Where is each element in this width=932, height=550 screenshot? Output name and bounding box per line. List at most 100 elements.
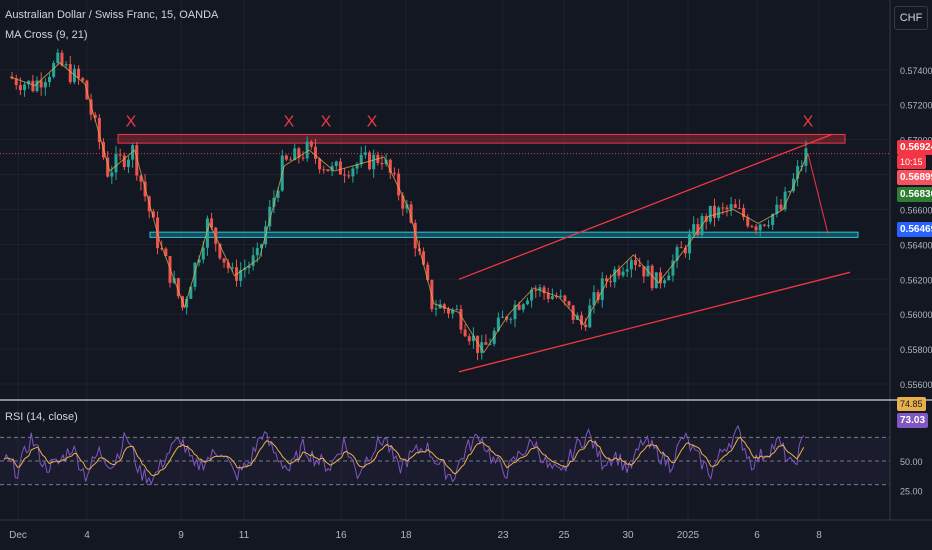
channel-upper-line[interactable]	[458, 133, 833, 280]
candle-body	[725, 207, 729, 210]
candle-body	[18, 85, 22, 90]
projection-line[interactable]	[807, 153, 829, 235]
candle-body	[409, 204, 413, 223]
candle-body	[251, 255, 255, 266]
x-tick-label: 9	[178, 530, 184, 541]
candle-body	[318, 158, 322, 170]
candle-body	[451, 309, 455, 314]
candle-body	[106, 157, 110, 177]
last-price-tag: 0.56924	[897, 140, 932, 155]
candle-body	[579, 315, 583, 325]
candle-body	[23, 84, 27, 90]
x-tick-label: 11	[239, 530, 250, 541]
candle-body	[185, 298, 189, 308]
candle-body	[14, 78, 18, 86]
candle-body	[480, 342, 484, 353]
ma-red-tag: 0.56899	[897, 170, 932, 185]
candle-body	[737, 207, 741, 209]
candle-body	[471, 335, 475, 342]
y-tick-label: 0.56200	[900, 275, 932, 285]
channel-lower-line[interactable]	[458, 271, 851, 373]
x-tick-label: Dec	[9, 530, 27, 541]
rsi-indicator-label[interactable]: RSI (14, close)	[5, 411, 78, 423]
candle-body	[683, 247, 687, 254]
candle-body	[767, 224, 771, 226]
rsi-tick-label: 25.00	[900, 487, 923, 497]
trend-lines[interactable]	[458, 133, 851, 373]
candle-body	[422, 251, 426, 265]
x-tick-label: 4	[84, 530, 90, 541]
rsi-pane[interactable]	[0, 424, 890, 486]
rsi-line[interactable]	[3, 424, 805, 486]
candle-body	[596, 292, 600, 301]
candle-body	[513, 304, 517, 320]
candle-body	[625, 269, 629, 272]
candle-body	[392, 172, 396, 174]
currency-button[interactable]: CHF	[894, 6, 928, 30]
candle-body	[642, 266, 646, 277]
candle-body	[584, 324, 588, 328]
x-tick-label: 23	[497, 530, 509, 541]
candle-body	[467, 336, 471, 342]
candle-body	[762, 224, 766, 226]
candle-body	[305, 141, 309, 159]
candle-body	[783, 191, 787, 210]
candle-body	[68, 64, 72, 83]
candle-body	[629, 260, 633, 270]
candle-body	[717, 207, 721, 219]
candle-body	[708, 205, 712, 222]
ma-indicator-label[interactable]: MA Cross (9, 21)	[5, 29, 88, 41]
candle-body	[459, 309, 463, 330]
candle-body	[97, 117, 101, 143]
candle-body	[563, 295, 567, 302]
candle-body	[309, 141, 313, 147]
candle-body	[301, 157, 305, 159]
candle-body	[779, 204, 783, 210]
candle-body	[114, 154, 118, 173]
candle-body	[201, 247, 205, 260]
x-tick-label: 16	[335, 530, 347, 541]
candle-body	[617, 269, 621, 276]
candle-body	[712, 205, 716, 219]
candle-body	[426, 264, 430, 280]
candle-body	[110, 172, 114, 177]
candle-body	[455, 309, 459, 311]
candle-body	[525, 300, 529, 305]
candle-body	[359, 154, 363, 165]
candle-body	[334, 161, 338, 167]
candle-body	[638, 264, 642, 267]
candle-body	[322, 169, 326, 171]
y-tick-label: 0.57400	[900, 66, 932, 76]
candle-body	[293, 148, 297, 161]
candle-body	[160, 248, 164, 250]
price-line[interactable]	[9, 62, 809, 354]
candle-body	[484, 342, 488, 345]
candle-body	[442, 304, 446, 309]
candle-body	[588, 305, 592, 328]
marker-x: X	[803, 114, 814, 131]
candle-body	[613, 269, 617, 283]
candle-body	[210, 218, 214, 228]
candle-body	[135, 145, 139, 176]
x-tick-label: 30	[622, 530, 634, 541]
y-tick-label: 0.56400	[900, 240, 932, 250]
ma-green-tag: 0.56836	[897, 187, 932, 202]
candle-body	[517, 304, 521, 310]
rsi-ma-line[interactable]	[3, 436, 805, 477]
y-tick-label: 0.55800	[900, 345, 932, 355]
candle-body	[338, 161, 342, 175]
support-price-tag: 0.56469	[897, 222, 932, 237]
candle-body	[64, 64, 68, 66]
candle-body	[388, 159, 392, 173]
candle-body	[634, 260, 638, 265]
candle-body	[463, 329, 467, 337]
candle-body	[118, 154, 122, 156]
candle-body	[259, 244, 263, 249]
candle-body	[609, 281, 613, 283]
candle-body	[671, 260, 675, 276]
x-tick-label: 18	[400, 530, 412, 541]
price-series[interactable]	[9, 48, 809, 361]
candle-body	[604, 278, 608, 282]
